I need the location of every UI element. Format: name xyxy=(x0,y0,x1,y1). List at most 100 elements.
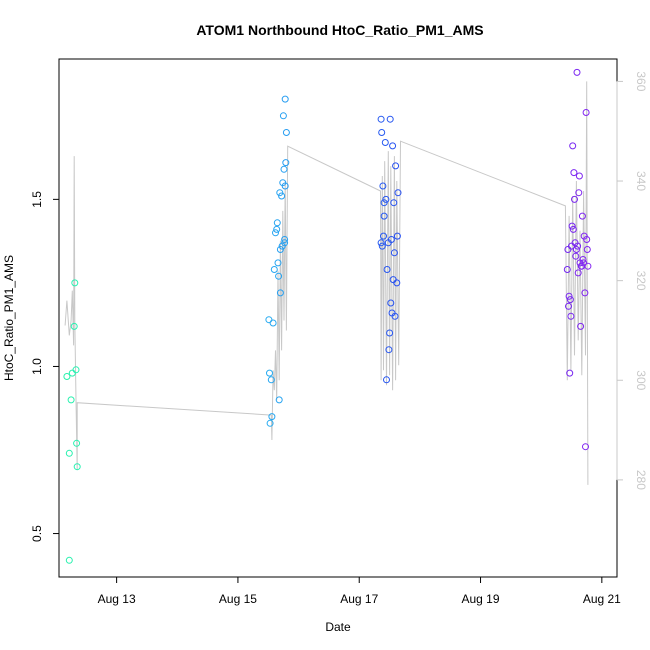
data-point xyxy=(383,266,391,273)
data-point xyxy=(571,195,578,203)
data-point xyxy=(568,222,576,230)
data-point xyxy=(583,236,591,243)
data-point xyxy=(383,376,390,384)
data-point xyxy=(65,556,73,564)
data-point xyxy=(580,259,588,267)
data-point xyxy=(72,366,80,374)
data-point xyxy=(582,443,589,451)
data-point xyxy=(73,439,81,447)
data-point xyxy=(572,246,580,253)
y2-tick-label: 340 xyxy=(634,171,648,191)
data-point xyxy=(565,302,572,310)
x-tick-label: Aug 13 xyxy=(98,592,136,606)
data-point xyxy=(281,182,289,190)
data-point xyxy=(73,463,81,471)
data-point xyxy=(378,129,386,136)
data-point xyxy=(389,142,397,150)
data-point xyxy=(382,195,390,203)
data-point xyxy=(280,165,288,173)
data-point xyxy=(386,115,394,123)
x-tick-label: Aug 19 xyxy=(462,592,500,606)
data-point xyxy=(71,279,79,287)
data-point xyxy=(391,312,399,320)
data-point xyxy=(377,115,385,123)
data-point xyxy=(273,225,281,233)
data-point xyxy=(574,242,582,250)
data-point xyxy=(583,246,591,253)
y-tick-label: 1.0 xyxy=(30,358,44,375)
data-point xyxy=(381,139,389,146)
data-point xyxy=(380,199,388,207)
data-point xyxy=(268,413,276,421)
data-point xyxy=(276,189,284,197)
data-point xyxy=(393,232,401,240)
data-point xyxy=(281,239,289,247)
data-point xyxy=(566,296,574,304)
data-point xyxy=(380,212,388,220)
data-point xyxy=(387,236,395,243)
y-tick-label: 0.5 xyxy=(30,525,44,542)
data-point xyxy=(266,369,273,377)
data-point xyxy=(386,329,394,337)
data-point xyxy=(273,219,281,227)
data-point xyxy=(385,346,393,354)
chart-title: ATOM1 Northbound HtoC_Ratio_PM1_AMS xyxy=(196,22,483,38)
data-point xyxy=(581,289,589,297)
data-point xyxy=(67,396,75,404)
data-point xyxy=(275,272,283,280)
y2-tick-label: 320 xyxy=(634,271,648,291)
data-point xyxy=(574,269,582,277)
data-point xyxy=(272,229,279,237)
data-point xyxy=(387,299,395,307)
y-axis-label: HtoC_Ratio_PM1_AMS xyxy=(2,255,16,381)
data-point xyxy=(390,249,398,257)
data-point xyxy=(379,182,387,190)
data-point xyxy=(281,95,289,103)
data-point xyxy=(378,242,386,250)
data-point xyxy=(282,159,290,167)
data-point xyxy=(267,376,275,384)
data-point xyxy=(394,189,402,197)
data-point xyxy=(579,256,587,263)
data-point xyxy=(275,396,283,404)
data-point xyxy=(565,292,573,300)
data-point xyxy=(266,419,274,427)
y-tick-label: 1.5 xyxy=(30,191,44,208)
data-point xyxy=(270,266,278,273)
data-point xyxy=(584,262,592,270)
data-point xyxy=(572,252,580,260)
data-point xyxy=(380,232,387,240)
data-point xyxy=(278,192,286,200)
data-point xyxy=(63,373,71,380)
data-point xyxy=(274,259,282,267)
data-point xyxy=(279,112,287,120)
x-tick-label: Aug 15 xyxy=(219,592,257,606)
data-point xyxy=(575,172,583,180)
data-point xyxy=(276,246,284,253)
data-point xyxy=(577,322,585,330)
data-point xyxy=(276,289,284,297)
x-axis-label: Date xyxy=(325,620,351,634)
axes-layer: Aug 13 Aug 15 Aug 17 Aug 19 Aug 21 0.5 1.0 1.5 2… xyxy=(30,71,648,606)
data-point xyxy=(582,109,590,116)
data-point xyxy=(282,129,290,136)
data-point xyxy=(573,68,581,76)
y2-tick-label: 360 xyxy=(634,71,648,91)
data-point xyxy=(567,312,575,320)
data-point xyxy=(575,189,583,197)
data-point xyxy=(578,212,586,220)
y2-tick-label: 300 xyxy=(634,370,648,390)
data-point xyxy=(566,369,574,377)
y2-tick-label: 280 xyxy=(634,470,648,490)
data-point xyxy=(570,169,578,177)
data-point xyxy=(265,316,273,324)
data-point xyxy=(390,199,398,207)
data-point xyxy=(569,142,577,150)
data-point xyxy=(281,236,289,243)
data-point xyxy=(393,279,401,287)
data-point xyxy=(70,322,78,330)
data-point xyxy=(377,239,385,247)
points-layer xyxy=(63,68,592,564)
